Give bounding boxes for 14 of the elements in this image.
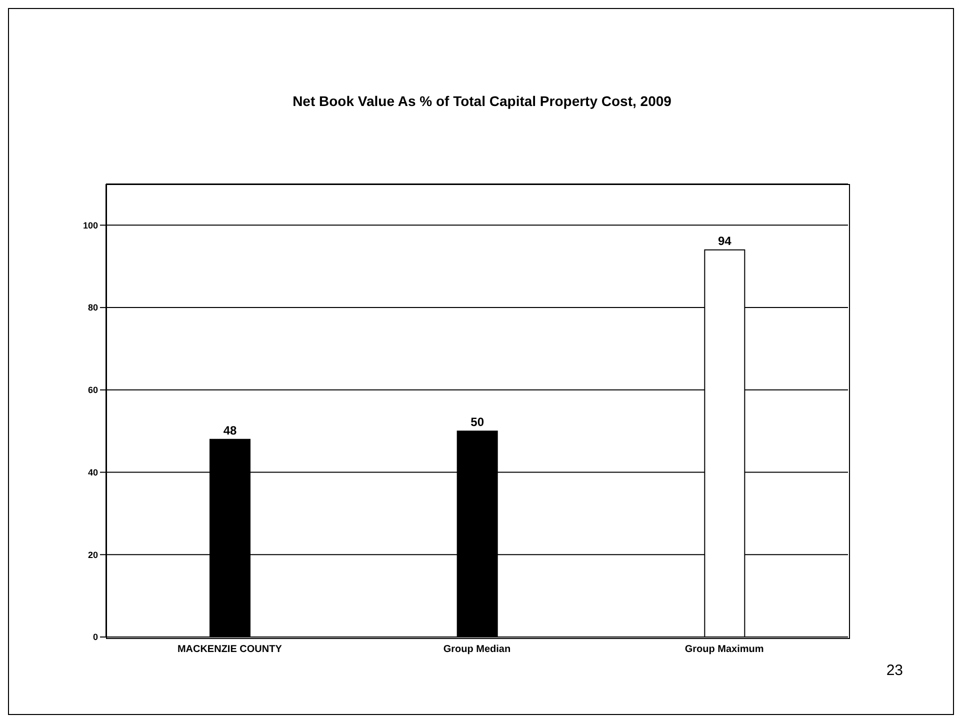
text: 23	[886, 662, 903, 679]
x-tick-label: Group Median	[443, 644, 511, 656]
chart-title: Net Book Value As % of Total Capital Property Cost, 2009	[292, 93, 672, 109]
y-tick-label: 0	[92, 632, 98, 642]
y-tick-label: 80	[88, 302, 98, 313]
x-tick-label: Group Maximum	[684, 644, 764, 656]
data-label: 50	[470, 415, 484, 430]
x-tick-label: MACKENZIE COUNTY	[177, 644, 282, 656]
y-tick-label: 20	[88, 550, 98, 560]
data-label: 48	[223, 423, 237, 438]
y-tick-label: 60	[88, 385, 98, 396]
y-tick-label: 100	[82, 220, 98, 230]
data-label: 94	[718, 234, 732, 248]
y-tick-label: 40	[88, 467, 98, 478]
